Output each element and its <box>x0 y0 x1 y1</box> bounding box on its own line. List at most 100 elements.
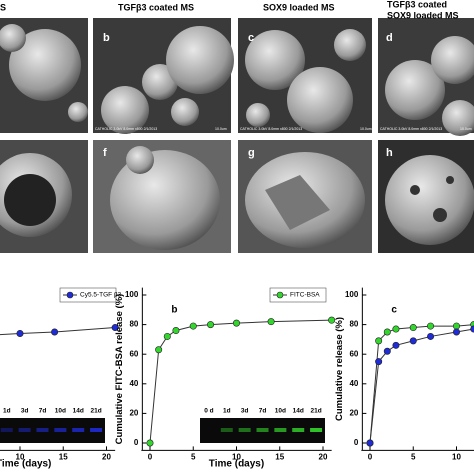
y-axis-label: Cumulative release (%) <box>334 317 345 421</box>
x-axis-label: Time (days) <box>0 459 51 470</box>
y-axis-label: Cumulative FITC-BSA release (%) <box>114 294 125 445</box>
legend-box <box>59 287 117 303</box>
x-tick-label: 20 <box>102 453 111 462</box>
gel-band <box>274 428 287 432</box>
legend-marker <box>66 291 74 299</box>
sem-row-1 <box>0 18 474 136</box>
data-point <box>111 324 119 332</box>
data-point <box>383 328 391 336</box>
sem-info: CATHOLIC 3.0kV 8.0mm x800 2/1/2013 <box>95 127 157 131</box>
legend-label: Cy5.5-TGF β3 <box>80 292 122 299</box>
data-point <box>189 322 197 330</box>
panel-letter: h <box>386 147 393 159</box>
panel-header: S <box>0 2 6 12</box>
y-tick-label: 20 <box>349 409 358 418</box>
sem-row-2 <box>0 140 474 253</box>
data-point <box>452 328 460 336</box>
x-tick-label: 15 <box>275 453 284 462</box>
panel-header: TGFβ3 coated MS <box>118 2 194 12</box>
gel-lane-label: 10d <box>275 408 286 415</box>
data-point <box>427 322 435 330</box>
gel-lane-label: 14d <box>293 408 304 415</box>
panel-letter: b <box>103 32 110 44</box>
y-tick-label: 100 <box>345 290 359 299</box>
y-tick-label: 0 <box>354 438 359 447</box>
scale-bar: 10.0um <box>460 127 472 131</box>
gel-band <box>90 428 103 432</box>
gel-lane-label: 14d <box>73 408 84 415</box>
data-point <box>383 347 391 355</box>
x-tick-label: 5 <box>191 453 196 462</box>
y-tick-label: 40 <box>349 379 358 388</box>
panel-header: SOX9 loaded MS <box>263 2 335 12</box>
x-tick-label: 5 <box>411 453 416 462</box>
gel-band <box>18 428 31 432</box>
gel-lane-label: 21d <box>90 408 101 415</box>
data-point <box>392 325 400 333</box>
gel-lane-label: 10d <box>55 408 66 415</box>
y-tick-label: 60 <box>349 349 358 358</box>
data-point <box>452 322 460 330</box>
sem-info: CATHOLIC 3.0kV 8.0mm x800 2/1/2013 <box>380 127 442 131</box>
data-point <box>172 327 180 335</box>
data-point <box>392 341 400 349</box>
data-point <box>155 346 163 354</box>
data-point <box>366 439 374 447</box>
y-tick-label: 40 <box>129 379 138 388</box>
y-tick-label: 60 <box>129 349 138 358</box>
data-point <box>267 318 275 326</box>
x-tick-label: 0 <box>148 453 153 462</box>
gel-lane-label: 21d <box>310 408 321 415</box>
gel-band <box>36 428 49 432</box>
panel-header: TGFβ3 coated <box>387 0 447 9</box>
gel-band <box>72 428 85 432</box>
data-point <box>233 319 241 327</box>
data-point <box>409 337 417 345</box>
y-tick-label: 80 <box>129 320 138 329</box>
data-point <box>409 324 417 332</box>
data-point <box>16 329 24 337</box>
legend-box <box>269 287 327 303</box>
y-tick-label: 0 <box>134 438 139 447</box>
data-point <box>328 316 336 324</box>
data-point <box>207 321 215 329</box>
panel-letter: g <box>248 147 255 159</box>
gel-inset <box>0 418 105 443</box>
gel-band <box>0 428 13 432</box>
gel-band <box>238 428 251 432</box>
x-tick-label: 10 <box>16 453 25 462</box>
panel-letter: c <box>248 32 254 44</box>
x-tick-label: 15 <box>59 453 68 462</box>
sem-info: CATHOLIC 3.0kV 8.0mm x800 2/1/2013 <box>240 127 302 131</box>
data-point <box>375 337 383 345</box>
data-point <box>146 439 154 447</box>
gel-lane-label: 7d <box>259 408 267 415</box>
gel-band <box>220 428 233 432</box>
data-point <box>51 328 59 336</box>
gel-lane-label: 3d <box>21 408 29 415</box>
panel-letter: c <box>391 305 397 316</box>
legend-marker <box>276 291 284 299</box>
gel-band <box>54 428 67 432</box>
gel-band <box>292 428 305 432</box>
x-tick-label: 10 <box>452 453 461 462</box>
gel-band <box>256 428 269 432</box>
panel-letter: d <box>386 32 393 44</box>
y-tick-label: 20 <box>129 409 138 418</box>
panel-letter: f <box>103 147 107 159</box>
gel-band <box>310 428 323 432</box>
figure-labels: S TGFβ3 coated MS SOX9 loaded MS TGFβ3 coat… <box>0 0 472 159</box>
gel-lane-label: 3d <box>241 408 249 415</box>
data-point <box>375 358 383 366</box>
y-tick-label: 100 <box>125 290 139 299</box>
x-tick-label: 0 <box>368 453 373 462</box>
data-point <box>163 332 171 340</box>
gel-lane-label: 1d <box>223 408 231 415</box>
x-tick-label: 20 <box>319 453 328 462</box>
gel-lane-label: 7d <box>39 408 47 415</box>
panel-header: SOX9 loaded MS <box>387 10 459 20</box>
gel-lane-label: 1d <box>3 408 11 415</box>
scale-bar: 10.0um <box>215 127 227 131</box>
